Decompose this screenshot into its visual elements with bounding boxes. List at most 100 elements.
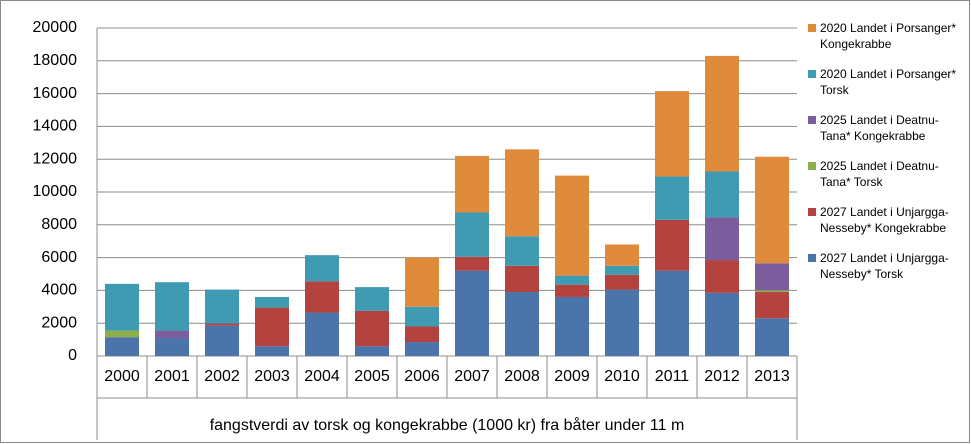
bar-segment — [305, 312, 339, 356]
bar-segment — [605, 244, 639, 266]
bar-segment — [305, 255, 339, 282]
y-tick-label: 20000 — [33, 19, 78, 36]
bar-segment — [755, 292, 789, 319]
bar-segment — [705, 292, 739, 356]
y-tick-label: 0 — [68, 347, 77, 364]
bar-segment — [355, 287, 389, 311]
legend-item: 2020 Landet i Porsanger* Torsk — [808, 66, 968, 98]
bar-segment — [405, 257, 439, 307]
bar-segment — [255, 346, 289, 356]
y-tick-label: 14000 — [33, 118, 78, 135]
bar-segment — [555, 284, 589, 297]
y-tick-label: 12000 — [33, 150, 78, 167]
bar-segment — [205, 289, 239, 324]
y-tick-label: 10000 — [33, 183, 78, 200]
y-tick-label: 16000 — [33, 85, 78, 102]
legend-item: 2027 Landet i Unjargga-Nesseby* Torsk — [808, 250, 968, 282]
bar-segment — [205, 324, 239, 326]
bar-segment — [655, 270, 689, 356]
x-tick-label: 2002 — [204, 368, 240, 385]
legend-label: 2027 Landet i Unjargga-Nesseby* Kongekra… — [820, 205, 949, 235]
bar-segment — [705, 171, 739, 218]
bar-segment — [455, 212, 489, 257]
legend-item: 2025 Landet i Deatnu-Tana* Torsk — [808, 158, 968, 190]
legend-swatch — [808, 208, 816, 216]
legend: 2020 Landet i Porsanger* Kongekrabbe 2020… — [808, 20, 968, 296]
bar-segment — [155, 330, 189, 338]
bar-segment — [505, 149, 539, 237]
bar-segment — [505, 265, 539, 293]
bar-segment — [755, 156, 789, 264]
bar-segment — [355, 310, 389, 347]
y-tick-label: 18000 — [33, 52, 78, 69]
bar-segment — [105, 337, 139, 356]
bar-segment — [705, 260, 739, 293]
bar-segment — [405, 306, 439, 327]
bar-segment — [455, 270, 489, 356]
y-tick-label: 8000 — [41, 216, 77, 233]
bar-segment — [605, 289, 639, 356]
bar-segment — [555, 296, 589, 356]
legend-label: 2025 Landet i Deatnu-Tana* Kongekrabbe — [820, 113, 939, 143]
bar-segment — [755, 290, 789, 293]
legend-item: 2020 Landet i Porsanger* Kongekrabbe — [808, 20, 968, 52]
bar-segment — [505, 292, 539, 356]
y-tick-label: 4000 — [41, 282, 77, 299]
y-tick-label: 6000 — [41, 249, 77, 266]
legend-swatch — [808, 24, 816, 32]
bar-segment — [405, 342, 439, 356]
bar-segment — [105, 283, 139, 331]
x-tick-label: 2011 — [655, 368, 690, 385]
bar-segment — [555, 275, 589, 285]
legend-item: 2025 Landet i Deatnu-Tana* Kongekrabbe — [808, 112, 968, 144]
x-tick-label: 2003 — [254, 368, 290, 385]
x-tick-label: 2012 — [704, 368, 740, 385]
bar-segment — [205, 323, 239, 325]
x-tick-label: 2009 — [554, 368, 590, 385]
bar-segment — [755, 263, 789, 291]
bar-segment — [505, 236, 539, 266]
x-tick-label: 2010 — [604, 368, 640, 385]
bar-segment — [255, 307, 289, 347]
legend-swatch — [808, 116, 816, 124]
bar-segment — [155, 337, 189, 356]
bar-segment — [155, 282, 189, 331]
legend-swatch — [808, 162, 816, 170]
legend-label: 2020 Landet i Porsanger* Torsk — [820, 67, 957, 97]
bar-segment — [455, 256, 489, 271]
legend-swatch — [808, 70, 816, 78]
bar-segment — [705, 217, 739, 261]
bar-segment — [255, 296, 289, 308]
bar-segment — [755, 318, 789, 356]
y-tick-label: 2000 — [41, 314, 77, 331]
bar-segment — [455, 155, 489, 213]
bar-segment — [305, 281, 339, 313]
legend-label: 2025 Landet i Deatnu-Tana* Torsk — [820, 159, 939, 189]
legend-swatch — [808, 254, 816, 262]
x-tick-label: 2007 — [454, 368, 490, 385]
bar-segment — [605, 265, 639, 275]
bar-segment — [405, 326, 439, 343]
x-axis-title: fangstverdi av torsk og kongekrabbe (100… — [210, 416, 685, 434]
bar-segment — [655, 91, 689, 177]
bar-segment — [655, 219, 689, 271]
bar-segment — [655, 176, 689, 220]
legend-label: 2020 Landet i Porsanger* Kongekrabbe — [820, 21, 957, 51]
legend-item: 2027 Landet i Unjargga-Nesseby* Kongekra… — [808, 204, 968, 236]
x-tick-label: 2001 — [154, 368, 190, 385]
x-tick-label: 2013 — [754, 368, 790, 385]
x-tick-label: 2000 — [104, 368, 140, 385]
bar-segment — [605, 274, 639, 290]
bar-segment — [705, 55, 739, 172]
bar-segment — [205, 325, 239, 356]
x-tick-label: 2006 — [404, 368, 440, 385]
bar-segment — [105, 330, 139, 338]
bar-segment — [355, 346, 389, 356]
x-tick-label: 2004 — [304, 368, 340, 385]
x-tick-label: 2008 — [504, 368, 540, 385]
legend-label: 2027 Landet i Unjargga-Nesseby* Torsk — [820, 251, 949, 281]
bar-segment — [555, 175, 589, 276]
